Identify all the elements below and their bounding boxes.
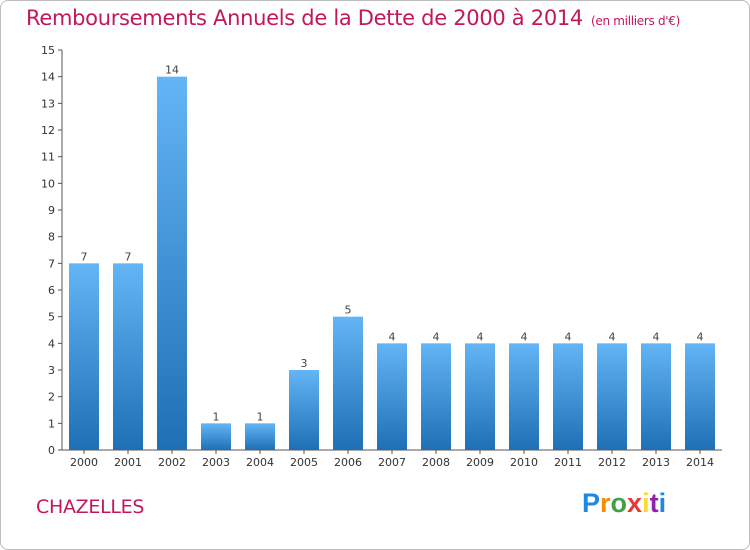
logo-letter: t [649, 488, 659, 518]
data-label: 4 [653, 330, 660, 343]
bar [377, 343, 407, 450]
logo-letter: r [600, 488, 611, 518]
y-tick-label: 13 [41, 97, 55, 110]
data-label: 4 [609, 330, 616, 343]
x-tick-label: 2002 [158, 456, 186, 469]
y-tick-label: 6 [48, 284, 55, 297]
y-tick-label: 0 [48, 444, 55, 457]
x-tick-label: 2009 [466, 456, 494, 469]
data-label: 3 [301, 357, 308, 370]
bar [245, 423, 275, 450]
logo-letter: o [610, 488, 628, 518]
chart-title: Remboursements Annuels de la Dette de 20… [26, 6, 680, 30]
chart-unit: (en milliers d'€) [591, 14, 681, 28]
y-tick-label: 10 [41, 177, 55, 190]
bar [289, 370, 319, 450]
x-tick-label: 2010 [510, 456, 538, 469]
y-tick-label: 9 [48, 204, 55, 217]
x-tick-label: 2011 [554, 456, 582, 469]
y-tick-label: 1 [48, 417, 55, 430]
x-tick-label: 2014 [686, 456, 714, 469]
data-label: 7 [81, 250, 88, 263]
y-tick-label: 2 [48, 391, 55, 404]
data-label: 7 [125, 250, 132, 263]
data-label: 1 [257, 410, 264, 423]
data-label: 4 [565, 330, 572, 343]
bar [465, 343, 495, 450]
bar [69, 263, 99, 450]
logo-letter: P [582, 488, 601, 518]
y-tick-label: 4 [48, 337, 55, 350]
chart-title-text: Remboursements Annuels de la Dette de 20… [26, 6, 583, 30]
y-tick-label: 5 [48, 311, 55, 324]
bar [421, 343, 451, 450]
x-tick-label: 2004 [246, 456, 274, 469]
bar [333, 316, 363, 450]
logo-letter: x [627, 488, 643, 518]
data-label: 4 [477, 330, 484, 343]
bar [553, 343, 583, 450]
x-tick-label: 2001 [114, 456, 142, 469]
data-label: 5 [345, 304, 352, 317]
y-tick-label: 12 [41, 124, 55, 137]
bar [157, 76, 187, 451]
y-tick-label: 15 [41, 44, 55, 57]
data-label: 4 [697, 330, 704, 343]
y-tick-label: 14 [41, 71, 55, 84]
x-tick-label: 2012 [598, 456, 626, 469]
data-label: 14 [165, 64, 179, 77]
x-tick-label: 2006 [334, 456, 362, 469]
data-label: 4 [389, 330, 396, 343]
bar [113, 263, 143, 450]
x-tick-label: 2008 [422, 456, 450, 469]
bar [641, 343, 671, 450]
x-tick-label: 2013 [642, 456, 670, 469]
x-tick-label: 2007 [378, 456, 406, 469]
logo-letter: i [658, 488, 667, 518]
bar [597, 343, 627, 450]
data-label: 4 [433, 330, 440, 343]
data-label: 1 [213, 410, 220, 423]
proxiti-logo: Proxiti [582, 488, 666, 519]
bar [509, 343, 539, 450]
bar [201, 423, 231, 450]
commune-name: CHAZELLES [36, 496, 145, 518]
y-tick-label: 11 [41, 151, 55, 164]
y-tick-label: 8 [48, 231, 55, 244]
data-label: 4 [521, 330, 528, 343]
x-tick-label: 2003 [202, 456, 230, 469]
bar [685, 343, 715, 450]
x-tick-label: 2000 [70, 456, 98, 469]
x-tick-label: 2005 [290, 456, 318, 469]
y-tick-label: 7 [48, 257, 55, 270]
y-tick-label: 3 [48, 364, 55, 377]
logo-letter: i [642, 488, 650, 518]
